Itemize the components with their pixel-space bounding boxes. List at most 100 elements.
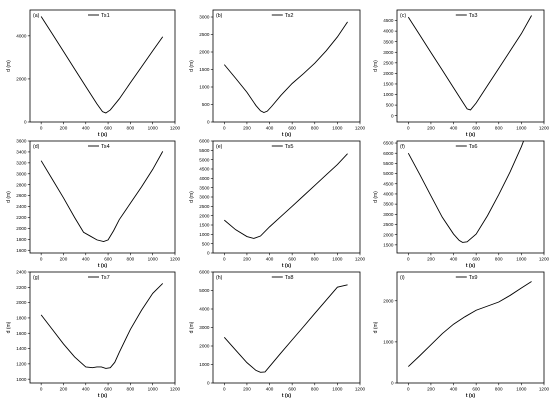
y-tick-label: 1800 [16, 316, 27, 321]
x-tick-label: 800 [495, 126, 503, 131]
y-tick-label: 2000 [199, 344, 210, 349]
y-tick-label: 0 [207, 381, 210, 386]
x-tick-label: 400 [266, 257, 274, 262]
x-tick-label: 200 [427, 387, 435, 392]
y-tick-label: 4500 [199, 167, 210, 172]
y-tick-label: 2600 [16, 193, 27, 198]
x-tick-label: 200 [243, 257, 251, 262]
series-line-ts3 [407, 15, 532, 111]
x-axis-title: t (s) [98, 263, 108, 269]
x-tick-label: 800 [311, 387, 319, 392]
panel-label: (g) [33, 275, 40, 281]
panel-label: (e) [216, 144, 223, 150]
x-axis-title: t (s) [466, 393, 476, 399]
y-tick-label: 5000 [199, 288, 210, 293]
y-tick-label: 2000 [383, 71, 394, 76]
y-tick-label: 2500 [383, 60, 394, 65]
x-tick-label: 800 [495, 257, 503, 262]
x-tick-label: 1200 [355, 257, 366, 262]
y-tick-label: 3000 [16, 171, 27, 176]
y-tick-label: 1000 [199, 362, 210, 367]
y-tick-label: 500 [202, 241, 210, 246]
y-tick-label: 1200 [16, 361, 27, 366]
x-tick-label: 1200 [170, 257, 181, 262]
x-tick-label: 400 [450, 387, 458, 392]
plot-frame [29, 140, 176, 254]
x-tick-label: 600 [104, 387, 112, 392]
chart-panel-1: 0 200 400 600 800 1000 1200 0 2000 4000 t (s) d (m)… [6, 9, 181, 138]
x-tick-label: 600 [472, 126, 480, 131]
y-axis-title: d (m) [189, 321, 195, 333]
y-axis-title: d (m) [6, 191, 12, 203]
x-tick-label: 1000 [516, 257, 527, 262]
x-tick-label: 600 [472, 387, 480, 392]
y-tick-label: 3000 [383, 212, 394, 217]
x-tick-label: 400 [266, 387, 274, 392]
y-tick-label: 2400 [16, 270, 27, 275]
y-tick-label: 1500 [199, 67, 210, 72]
x-tick-label: 800 [311, 257, 319, 262]
series-line-ts2 [223, 21, 348, 114]
series-line-ts5 [224, 153, 348, 239]
chart-panel-9: 0 200 400 600 800 1000 1200 0 1000 2000 t (s) d (m)… [373, 271, 550, 399]
y-tick-label: 3400 [16, 150, 27, 155]
x-tick-label: 200 [427, 257, 435, 262]
y-tick-label: 4000 [199, 176, 210, 181]
y-tick-label: 1500 [199, 223, 210, 228]
x-tick-label: 600 [104, 257, 112, 262]
y-tick-label: 3000 [199, 15, 210, 20]
plot-frame [29, 9, 176, 123]
y-tick-label: 3200 [16, 160, 27, 165]
y-tick-label: 1400 [16, 346, 27, 351]
panel-label: (h) [216, 275, 223, 281]
x-tick-label: 200 [427, 126, 435, 131]
y-tick-label: 4000 [16, 33, 27, 38]
x-tick-label: 600 [288, 257, 296, 262]
x-tick-label: 0 [407, 126, 410, 131]
x-axis-title: t (s) [282, 393, 292, 399]
panel-label: (d) [33, 144, 40, 150]
y-tick-label: 6500 [383, 141, 394, 146]
legend-entry: Ts9 [469, 275, 478, 281]
y-tick-label: 2400 [16, 204, 27, 209]
plot-frame [212, 271, 361, 384]
x-tick-label: 0 [40, 126, 43, 131]
panel-label: (i) [400, 275, 405, 281]
x-tick-label: 400 [266, 126, 274, 131]
y-tick-label: 6000 [199, 270, 210, 275]
legend-entry: Ts2 [285, 13, 294, 19]
y-tick-label: 0 [207, 120, 210, 125]
x-tick-label: 800 [127, 257, 135, 262]
x-tick-label: 800 [127, 387, 135, 392]
y-tick-label: 3500 [383, 202, 394, 207]
chart-panel-8: 0 200 400 600 800 1000 1200 0 1000 2000 3000 4000 50… [189, 270, 366, 399]
panel-label: (c) [400, 13, 406, 19]
plot-frame [212, 9, 361, 123]
y-axis-title: d (m) [6, 60, 12, 72]
y-tick-label: 3600 [16, 139, 27, 144]
y-tick-label: 2800 [16, 182, 27, 187]
legend-entry: Ts1 [101, 13, 110, 19]
x-tick-label: 1000 [148, 257, 159, 262]
x-tick-label: 1200 [355, 387, 366, 392]
legend-entry: Ts8 [285, 275, 294, 281]
y-tick-label: 1000 [199, 232, 210, 237]
plot-frame [396, 9, 545, 123]
panel-label: (a) [33, 13, 40, 19]
plot-frame [396, 140, 545, 254]
y-axis-title: d (m) [189, 191, 195, 203]
chart-panel-3: 0 200 400 600 800 1000 1200 0 500 1000 1500 2000 250… [373, 9, 550, 138]
series-line-ts1 [40, 16, 164, 114]
x-tick-label: 400 [450, 257, 458, 262]
y-tick-label: 3000 [199, 195, 210, 200]
y-tick-label: 2000 [383, 232, 394, 237]
y-tick-label: 3000 [383, 50, 394, 55]
x-tick-label: 0 [223, 257, 226, 262]
x-tick-label: 0 [407, 387, 410, 392]
y-tick-label: 4000 [383, 192, 394, 197]
series-line-ts4 [40, 151, 164, 242]
y-tick-label: 4500 [383, 181, 394, 186]
x-tick-label: 1000 [332, 387, 343, 392]
x-tick-label: 0 [40, 387, 43, 392]
